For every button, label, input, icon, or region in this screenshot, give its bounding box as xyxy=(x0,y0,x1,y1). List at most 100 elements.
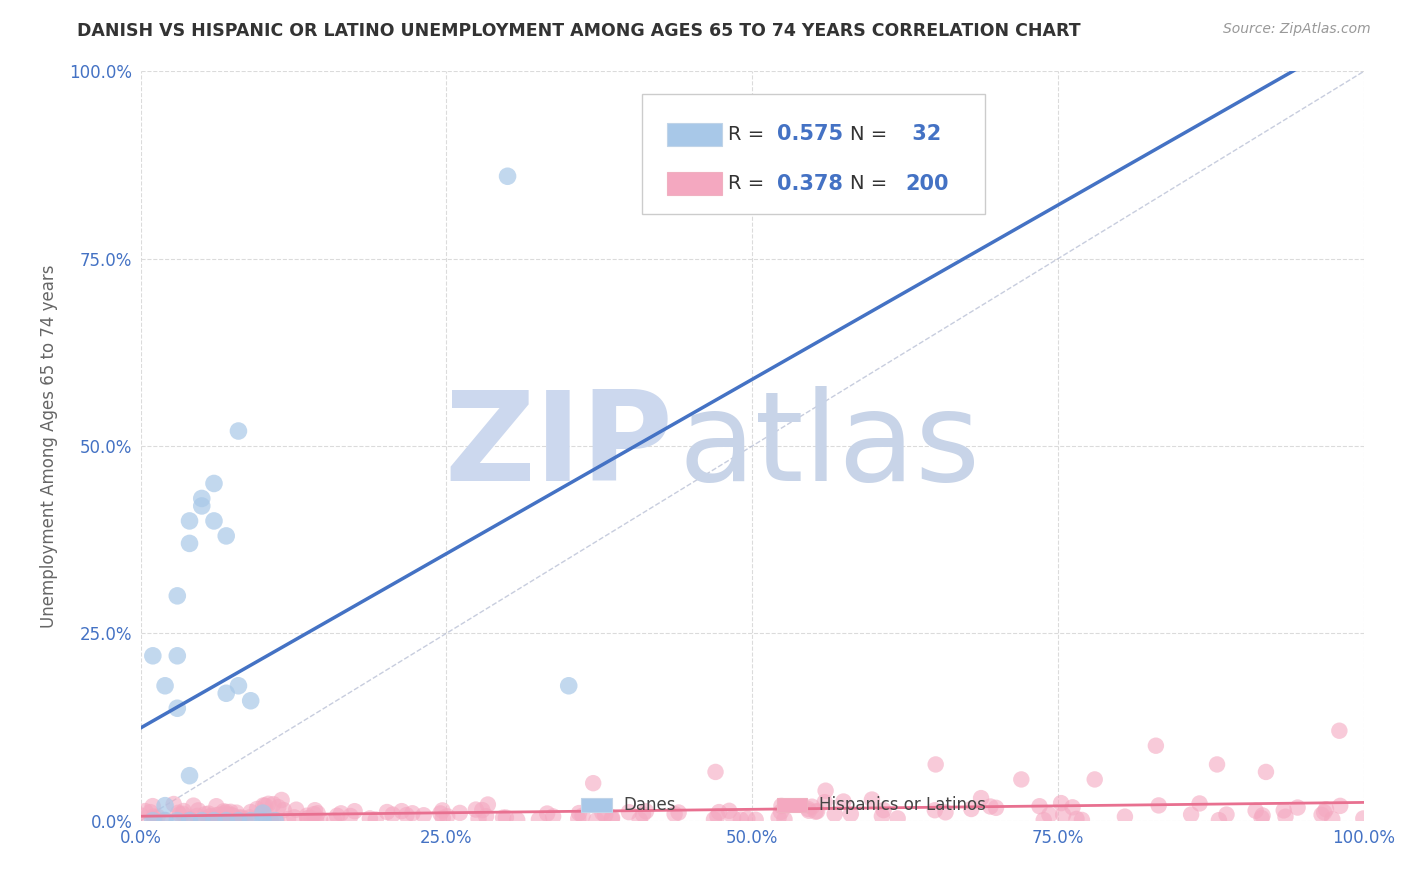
Point xyxy=(252,806,274,821)
Point xyxy=(806,804,828,818)
Point xyxy=(179,769,201,783)
Point xyxy=(307,806,329,821)
Point xyxy=(134,804,156,818)
FancyBboxPatch shape xyxy=(666,172,721,194)
Point xyxy=(628,813,651,827)
Point xyxy=(1147,798,1170,813)
Point xyxy=(860,792,883,806)
Point xyxy=(343,804,366,818)
Point xyxy=(814,783,837,797)
Point xyxy=(1272,804,1295,818)
Point xyxy=(295,808,318,822)
Point xyxy=(202,814,225,828)
Text: Source: ZipAtlas.com: Source: ZipAtlas.com xyxy=(1223,22,1371,37)
Point xyxy=(395,808,418,822)
Point xyxy=(179,814,201,828)
Point xyxy=(231,810,253,824)
Point xyxy=(814,795,837,809)
Point xyxy=(153,798,176,813)
Point xyxy=(1286,800,1309,814)
Point xyxy=(960,802,983,816)
Point xyxy=(186,809,208,823)
Point xyxy=(238,810,260,824)
Point xyxy=(464,803,486,817)
Point xyxy=(664,807,686,822)
Point xyxy=(1038,808,1060,822)
Point xyxy=(1114,810,1136,824)
Point xyxy=(228,811,250,825)
FancyBboxPatch shape xyxy=(643,94,984,214)
Point xyxy=(1188,797,1211,811)
Text: N =: N = xyxy=(851,174,894,193)
Point xyxy=(246,802,269,816)
Point xyxy=(768,811,790,825)
Point xyxy=(205,808,228,822)
Point xyxy=(225,813,247,827)
Point xyxy=(297,812,319,826)
Point xyxy=(718,804,741,818)
Point xyxy=(495,811,517,825)
Point xyxy=(142,648,165,663)
Point xyxy=(179,812,201,826)
Point xyxy=(228,679,250,693)
Point xyxy=(631,807,654,822)
Point xyxy=(1313,805,1336,820)
Point xyxy=(872,803,894,817)
Point xyxy=(302,807,325,822)
Point xyxy=(359,812,381,826)
Point xyxy=(179,514,201,528)
Text: 200: 200 xyxy=(905,174,949,194)
Point xyxy=(323,814,346,828)
Point xyxy=(769,805,792,819)
Point xyxy=(129,808,152,822)
Point xyxy=(207,812,229,826)
Point xyxy=(166,701,188,715)
Point xyxy=(1050,796,1073,810)
Point xyxy=(212,805,235,819)
Point xyxy=(1206,757,1229,772)
Point xyxy=(270,793,292,807)
Point xyxy=(169,807,191,822)
Point xyxy=(924,803,946,817)
Point xyxy=(191,491,214,506)
Point xyxy=(668,805,690,820)
Point xyxy=(600,812,623,826)
Point xyxy=(824,807,846,822)
Point xyxy=(593,808,616,822)
Point xyxy=(187,804,209,818)
Text: atlas: atlas xyxy=(679,385,981,507)
Point xyxy=(219,805,242,819)
Point xyxy=(153,679,176,693)
Point xyxy=(166,589,188,603)
Text: Danes: Danes xyxy=(624,796,676,814)
Point xyxy=(541,809,564,823)
Point xyxy=(225,805,247,820)
Point xyxy=(163,797,186,811)
Point xyxy=(221,808,243,822)
Point xyxy=(139,805,162,819)
Point xyxy=(252,814,274,828)
Point xyxy=(770,798,793,813)
Text: R =: R = xyxy=(728,125,770,144)
Point xyxy=(183,798,205,813)
Point xyxy=(239,694,262,708)
Point xyxy=(239,814,262,828)
Point xyxy=(1315,802,1337,816)
Point xyxy=(979,799,1001,814)
Text: N =: N = xyxy=(851,125,894,144)
Point xyxy=(202,476,225,491)
Point xyxy=(142,799,165,814)
Point xyxy=(1251,808,1274,822)
Point xyxy=(1208,813,1230,827)
Point xyxy=(142,814,165,828)
Point xyxy=(707,805,730,819)
Point xyxy=(202,514,225,528)
Point xyxy=(925,757,948,772)
Point xyxy=(326,809,349,823)
Point xyxy=(391,804,413,818)
Point xyxy=(436,809,458,823)
FancyBboxPatch shape xyxy=(776,798,807,812)
Point xyxy=(214,806,236,821)
Point xyxy=(297,811,319,825)
Point xyxy=(492,811,515,825)
